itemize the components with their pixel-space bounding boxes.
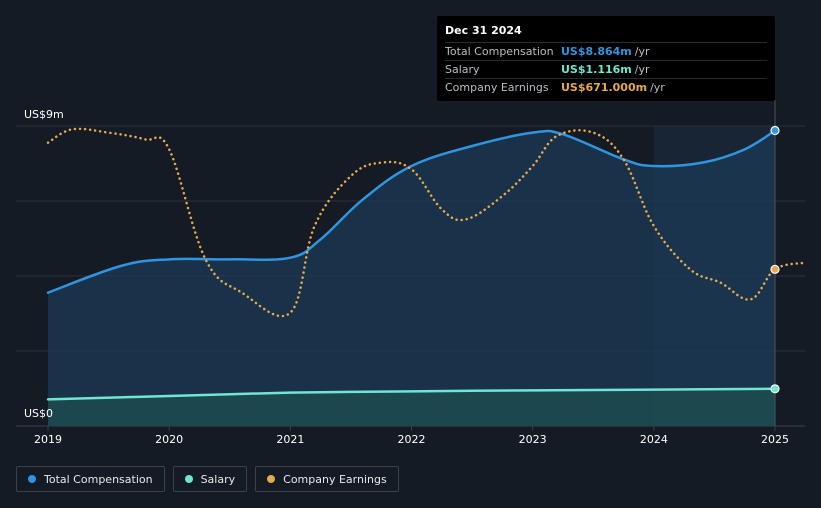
endpoint-salary [770,384,780,394]
legend: Total Compensation Salary Company Earnin… [16,466,399,492]
tooltip-unit: /yr [634,45,650,58]
tooltip-unit: /yr [634,63,650,76]
legend-label: Company Earnings [283,472,387,486]
tooltip-unit: /yr [650,81,665,94]
legend-item-salary[interactable]: Salary [172,466,248,492]
endpoint-markers [770,125,780,394]
tooltip-label: Company Earnings [445,81,549,94]
tooltip-value: US$8.864m [561,45,632,58]
endpoint-total-compensation [770,125,780,136]
tooltip-row-salary: Salary US$1.116m /yr [445,61,767,79]
area-total-compensation [48,130,775,427]
series-areas [48,130,775,427]
x-axis-ticks: 2019 2020 2021 2022 2023 2024 2025 [34,426,789,446]
x-tick-label: 2023 [519,433,547,446]
x-tick-label: 2025 [761,433,789,446]
x-tick-label: 2021 [276,433,304,446]
y-label-top: US$9m [24,108,64,121]
tooltip-value: US$1.116m [561,63,632,76]
line-salary [46,387,777,401]
y-label-bottom: US$0 [24,407,54,420]
x-tick-label: 2024 [640,433,668,446]
tooltip-value: US$671.000m [561,81,648,94]
tooltip-label: Total Compensation [445,45,554,58]
legend-dot-icon [184,475,193,483]
legend-dot-icon [267,475,276,483]
area-salary [48,388,775,426]
series-lines [46,127,807,401]
tooltip-row-total: Total Compensation US$8.864m /yr [445,43,767,61]
x-tick-label: 2020 [155,433,183,446]
x-tick-label: 2022 [398,433,426,446]
legend-label: Total Compensation [44,472,153,486]
x-tick-label: 2019 [34,433,62,446]
line-total-compensation [46,129,777,294]
tooltip-date: Dec 31 2024 [445,24,767,43]
legend-label: Salary [200,472,236,486]
legend-item-company-earnings[interactable]: Company Earnings [255,466,399,492]
legend-dot-icon [28,475,36,483]
tooltip-row-earnings: Company Earnings US$671.000m /yr [445,79,767,96]
line-company-earnings [46,127,807,318]
legend-item-total-compensation[interactable]: Total Compensation [16,466,165,492]
tooltip: Dec 31 2024 Total Compensation US$8.864m… [437,16,775,101]
endpoint-company-earnings [770,264,780,274]
tooltip-label: Salary [445,63,480,76]
